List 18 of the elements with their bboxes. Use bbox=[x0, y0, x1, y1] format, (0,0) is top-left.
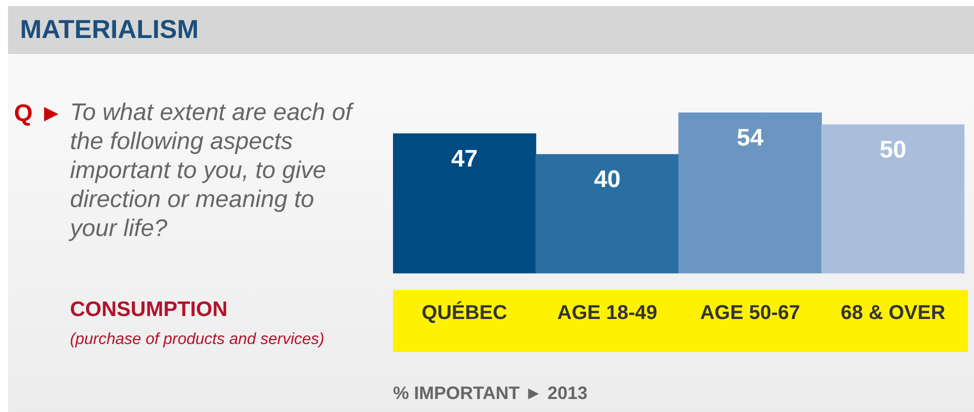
bar bbox=[536, 154, 680, 274]
data-label: 54 bbox=[736, 124, 764, 152]
bar bbox=[393, 133, 536, 274]
x-tick-label: QUÉBEC bbox=[422, 300, 508, 324]
x-tick-label: AGE 18-49 bbox=[557, 302, 658, 324]
text: CONSUMPTION bbox=[70, 298, 228, 322]
x-tick-label: 68 & OVER bbox=[840, 302, 946, 324]
data-label: 47 bbox=[451, 145, 478, 172]
x-axis-title: % IMPORTANT ► 2013 bbox=[393, 383, 588, 404]
data-label: 50 bbox=[880, 136, 906, 164]
text: MATERIALISM bbox=[20, 14, 199, 45]
text: To what extent are each of the following aspects important to you, to give direction or meaning to your life? bbox=[70, 98, 355, 243]
x-tick-label: AGE 50-67 bbox=[700, 302, 800, 324]
bar bbox=[678, 112, 822, 274]
text: (purchase of products and services) bbox=[70, 331, 324, 349]
data-label: 40 bbox=[594, 166, 621, 194]
bar bbox=[821, 124, 964, 274]
text: Q ► bbox=[14, 100, 64, 128]
